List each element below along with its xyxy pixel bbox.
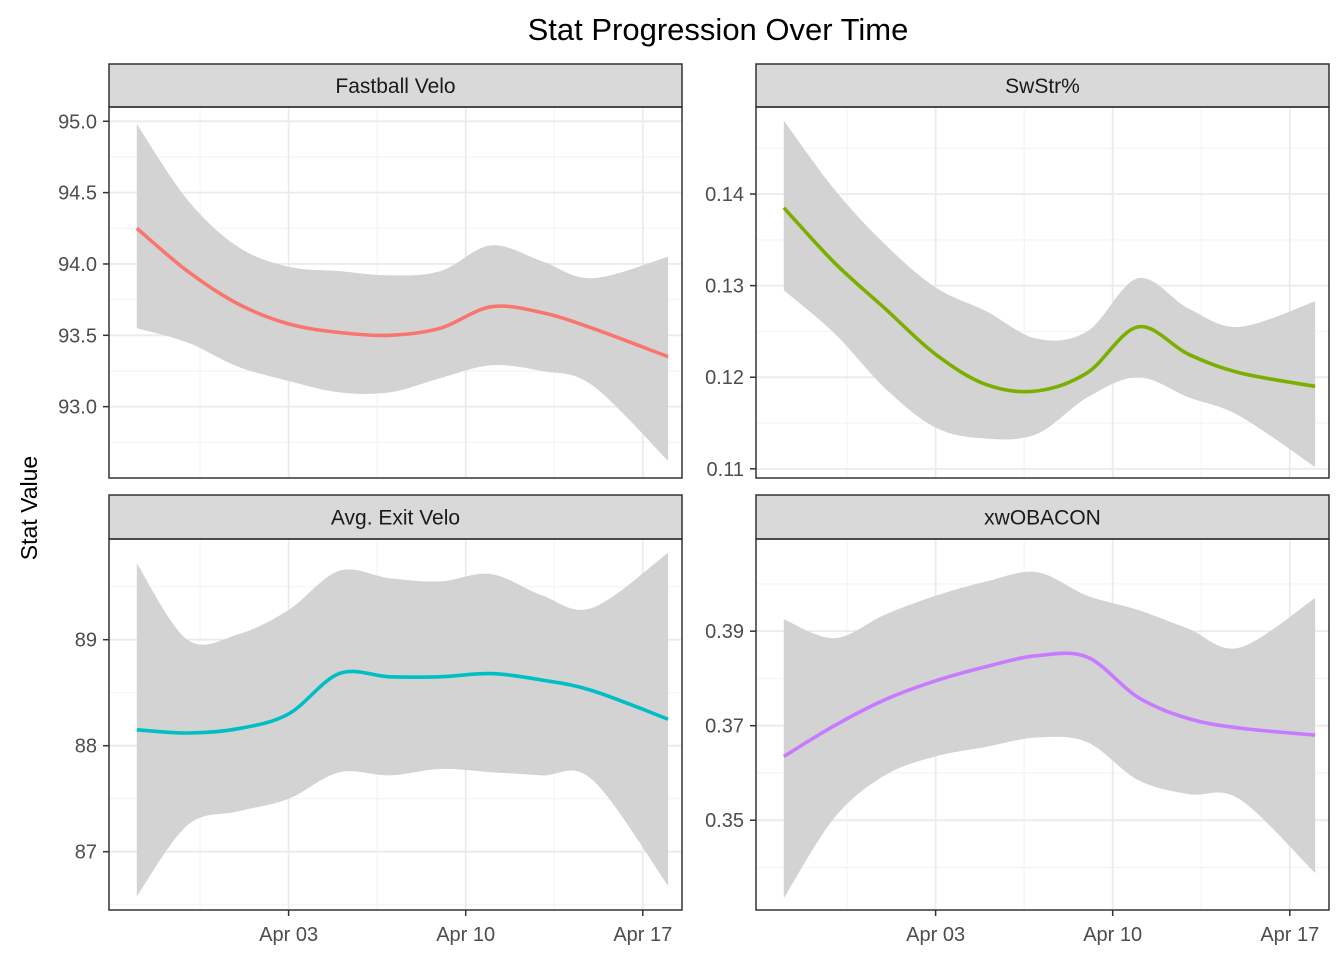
facet-strip	[108, 494, 683, 540]
x-tick-label: Apr 03	[906, 924, 965, 946]
x-tick-label: Apr 03	[259, 924, 318, 946]
y-tick-label: 0.13	[705, 276, 744, 298]
y-tick-label: 95.0	[58, 111, 97, 133]
series-line	[135, 226, 669, 359]
panel-border	[108, 106, 683, 479]
series-line	[782, 206, 1316, 394]
x-tick-label: Apr 17	[613, 924, 672, 946]
facet-panel: xwOBACON 0.39 0.37 0.35 Apr 03 Apr 10 Apr 17	[705, 494, 1330, 946]
y-axis-label: Stat Value	[16, 456, 42, 560]
panel-border	[108, 538, 683, 911]
y-tick-label: 0.12	[705, 367, 744, 389]
y-tick-label: 94.0	[58, 254, 97, 276]
y-tick-label: 0.11	[707, 459, 744, 481]
series-line	[136, 669, 669, 735]
panel-border	[755, 538, 1330, 911]
y-tick-label: 0.14	[705, 184, 744, 206]
facet-strip-label: Avg. Exit Velo	[331, 507, 460, 530]
y-tick-label: 0.39	[705, 621, 744, 643]
y-tick-label: 87	[75, 842, 97, 864]
y-tick-label: 88	[75, 736, 97, 758]
x-tick-label: Apr 10	[436, 924, 495, 946]
facet-strip-label: xwOBACON	[984, 507, 1101, 530]
facet-panels: Fastball Velo 95.0 94.5 94.0 93.5 93.0 SwStr% 0…	[58, 63, 1330, 946]
confidence-band	[136, 124, 669, 461]
confidence-band	[783, 571, 1316, 899]
y-tick-label: 93.5	[58, 325, 97, 347]
series-line	[782, 651, 1316, 758]
panel-border	[755, 106, 1330, 479]
confidence-band	[783, 120, 1316, 467]
facet-panel: Fastball Velo 95.0 94.5 94.0 93.5 93.0	[58, 63, 683, 479]
facet-strip-label: Fastball Velo	[335, 75, 455, 98]
facet-panel: SwStr% 0.14 0.13 0.12 0.11	[705, 63, 1330, 481]
facet-strip	[755, 63, 1330, 108]
facet-panel: Avg. Exit Velo 89 88 87 Apr 03 Apr 10 Apr 17	[75, 494, 683, 946]
y-tick-label: 0.37	[705, 716, 744, 738]
facet-strip	[755, 494, 1330, 540]
confidence-band	[136, 552, 669, 897]
chart-title: Stat Progression Over Time	[528, 12, 909, 47]
y-tick-label: 89	[75, 630, 97, 652]
y-tick-label: 0.35	[705, 810, 744, 832]
facet-strip-label: SwStr%	[1005, 75, 1080, 98]
x-tick-label: Apr 10	[1083, 924, 1142, 946]
x-tick-label: Apr 17	[1260, 924, 1319, 946]
y-tick-label: 93.0	[58, 397, 97, 419]
y-tick-label: 94.5	[58, 183, 97, 205]
